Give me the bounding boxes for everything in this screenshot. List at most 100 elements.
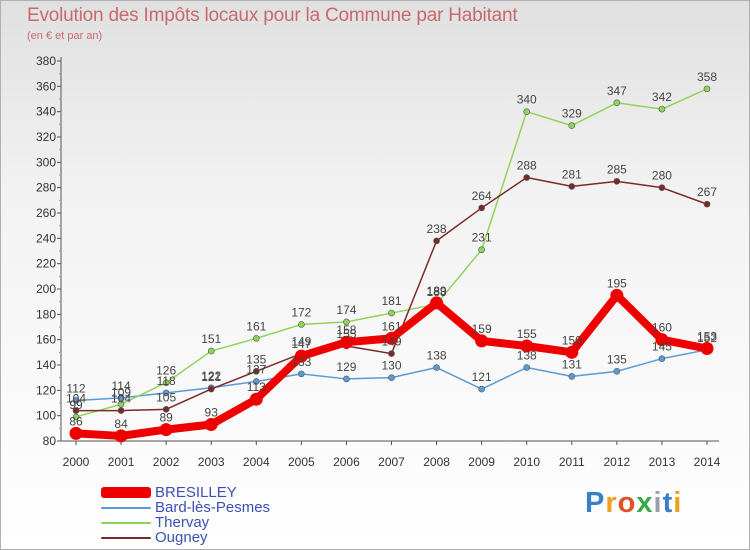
point-bard-l-s-pesmes-2007 — [388, 374, 395, 381]
point-ougney-2008 — [433, 237, 440, 245]
point-bard-l-s-pesmes-2010 — [523, 364, 531, 371]
data-label-bresilley-2001: 84 — [114, 417, 128, 431]
data-label-bard-l-s-pesmes-2001: 114 — [112, 379, 131, 393]
data-label-bard-l-s-pesmes-2005: 133 — [291, 355, 311, 369]
data-label-ougney-2011: 281 — [562, 167, 582, 181]
data-label-bard-l-s-pesmes-2007: 130 — [381, 359, 401, 373]
legend-label-bard-les-pesmes: Bard-lès-Pesmes — [155, 499, 271, 516]
data-label-ougney-2013: 280 — [652, 169, 672, 183]
point-bard-l-s-pesmes-2011 — [568, 373, 576, 380]
data-label-bard-l-s-pesmes-2010: 138 — [517, 349, 537, 363]
legend-label-ougney: Ougney — [155, 529, 208, 546]
point-thervay-2013 — [658, 105, 666, 113]
legend-label-bresilley: BRESILLEY — [155, 484, 237, 501]
x-tick-label-2004: 2004 — [243, 455, 270, 469]
data-label-ougney-2012: 285 — [607, 162, 627, 176]
point-ougney-2013 — [658, 184, 666, 191]
point-thervay-2010 — [523, 108, 531, 115]
y-tick-label-340: 340 — [36, 105, 56, 119]
data-label-bresilley-2012: 195 — [607, 276, 627, 290]
point-thervay-2011 — [568, 122, 576, 129]
data-label-bard-l-s-pesmes-2012: 135 — [607, 352, 627, 366]
x-tick-label-2012: 2012 — [604, 455, 631, 469]
data-label-bard-l-s-pesmes-2006: 129 — [336, 360, 356, 374]
point-ougney-2003 — [207, 385, 215, 393]
legend-swatch-thervay — [101, 521, 151, 524]
y-tick-label-180: 180 — [36, 307, 56, 321]
data-label-bard-l-s-pesmes-2000: 112 — [66, 381, 85, 395]
x-tick-label-2000: 2000 — [63, 455, 90, 469]
point-bresilley-2014 — [700, 342, 714, 356]
point-bard-l-s-pesmes-2000 — [72, 397, 80, 404]
data-label-bresilley-2009: 159 — [472, 322, 492, 336]
data-label-bresilley-2007: 161 — [381, 319, 401, 333]
point-bresilley-2010 — [520, 339, 534, 353]
point-bresilley-2000 — [69, 426, 83, 440]
data-label-bresilley-2014: 153 — [697, 330, 717, 344]
point-ougney-2011 — [568, 183, 576, 190]
x-tick-label-2006: 2006 — [333, 455, 360, 469]
x-tick-label-2009: 2009 — [468, 455, 495, 469]
point-bresilley-2011 — [565, 345, 579, 359]
data-label-thervay-2006: 174 — [336, 303, 356, 317]
chart-title: Evolution des Impôts locaux pour la Comm… — [27, 5, 518, 26]
point-bresilley-2006 — [339, 335, 353, 349]
data-label-ougney-2006: 155 — [336, 327, 356, 341]
point-thervay-2012 — [613, 99, 621, 107]
point-thervay-2007 — [388, 309, 395, 317]
x-tick-label-2014: 2014 — [694, 455, 721, 469]
y-tick-label-160: 160 — [36, 333, 56, 347]
legend-swatch-bard-les-pesmes — [101, 506, 151, 509]
point-ougney-2007 — [388, 350, 395, 357]
point-bresilley-2008 — [430, 296, 444, 310]
proxiti-logo: Proxiti — [585, 487, 683, 519]
data-label-thervay-2003: 151 — [201, 332, 221, 346]
legend-label-thervay: Thervay — [155, 514, 210, 531]
data-label-bresilley-2013: 160 — [652, 321, 672, 335]
data-label-ougney-2010: 288 — [517, 159, 537, 173]
y-tick-label-200: 200 — [36, 282, 56, 296]
point-bresilley-2004 — [249, 392, 263, 406]
data-label-thervay-2009: 231 — [472, 231, 492, 245]
y-tick-label-300: 300 — [36, 155, 56, 169]
point-bresilley-2005 — [294, 349, 308, 363]
legend-item-bard-les-pesmes: Bard-lès-Pesmes — [101, 500, 270, 515]
y-tick-label-360: 360 — [36, 79, 56, 93]
chart-subtitle: (en € et par an) — [27, 30, 103, 42]
point-ougney-2001 — [117, 407, 125, 414]
point-ougney-2010 — [523, 174, 531, 181]
data-label-ougney-2007: 149 — [381, 335, 401, 349]
y-tick-label-220: 220 — [36, 257, 56, 271]
data-label-thervay-2013: 342 — [652, 90, 672, 104]
data-label-thervay-2011: 329 — [562, 107, 582, 121]
x-tick-label-2001: 2001 — [108, 455, 135, 469]
data-label-bresilley-2006: 158 — [336, 323, 356, 337]
y-tick-label-140: 140 — [36, 358, 56, 372]
data-label-thervay-2007: 181 — [381, 294, 401, 308]
legend-swatch-ougney — [101, 536, 151, 539]
data-label-bresilley-2000: 86 — [69, 414, 83, 428]
data-label-bard-l-s-pesmes-2002: 118 — [157, 374, 176, 388]
point-ougney-2000 — [72, 407, 80, 414]
data-label-thervay-2010: 340 — [517, 93, 537, 107]
point-ougney-2009 — [478, 204, 485, 212]
legend-item-bresilley: BRESILLEY — [101, 485, 270, 500]
point-thervay-2006 — [343, 318, 350, 326]
point-ougney-2014 — [703, 200, 711, 208]
data-label-ougney-2004: 135 — [246, 352, 266, 366]
data-label-thervay-2008: 188 — [427, 285, 447, 299]
data-label-thervay-2000: 99 — [69, 398, 83, 412]
point-bresilley-2007 — [385, 331, 398, 345]
point-thervay-2001 — [117, 400, 125, 408]
y-tick-label-380: 380 — [36, 54, 56, 68]
data-label-bresilley-2008: 189 — [427, 284, 447, 298]
y-tick-label-120: 120 — [36, 383, 56, 397]
point-bresilley-2012 — [610, 288, 624, 302]
y-tick-label-80: 80 — [43, 434, 57, 448]
point-bresilley-2001 — [114, 429, 128, 443]
x-tick-label-2008: 2008 — [423, 455, 450, 469]
data-label-thervay-2002: 126 — [156, 364, 176, 378]
data-label-thervay-2004: 161 — [246, 319, 266, 333]
point-bard-l-s-pesmes-2012 — [613, 368, 621, 375]
